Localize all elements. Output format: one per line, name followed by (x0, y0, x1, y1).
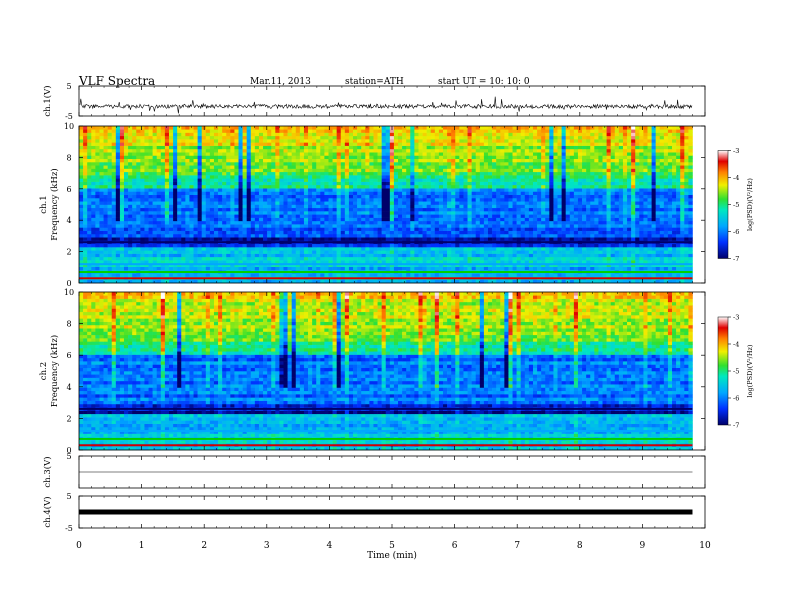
colorbar-tick-label: -5 (733, 368, 739, 376)
ch4-waveform-trace (79, 509, 693, 515)
spectral-line (79, 277, 693, 280)
x-tick-label: 0 (76, 541, 82, 551)
start-time-label: start UT = 10: 10: 0 (438, 77, 530, 87)
colorbar-tick-label: -5 (733, 201, 739, 209)
y-tick-label: 2 (66, 248, 71, 257)
y-tick-label: 8 (66, 320, 71, 329)
ch2-spectrogram-image (79, 292, 693, 451)
colorbar-label: log(PSD)(V²/Hz) (746, 344, 754, 397)
y-tick-label: 4 (66, 383, 71, 392)
y-axis-label: ch.1(V) (42, 85, 53, 116)
ch2-spectrogram-colorbar (717, 316, 729, 426)
y-tick-label: 5 (66, 452, 71, 461)
ch1-waveform-trace (79, 96, 693, 114)
x-tick-label: 3 (264, 541, 270, 551)
spectral-line (79, 430, 693, 433)
y-axis-label: ch.3(V) (42, 456, 53, 487)
spectral-line (79, 271, 693, 274)
colorbar-label: log(PSD)(V²/Hz) (746, 178, 754, 231)
spectral-line (79, 437, 693, 440)
colorbar-tick-label: -3 (733, 314, 739, 322)
spectral-line (79, 407, 693, 410)
colorbar-tick-label: -7 (733, 422, 739, 430)
spectral-line (79, 241, 693, 244)
y-tick-label: 6 (66, 185, 71, 194)
x-tick-label: 1 (139, 541, 145, 551)
date-label: Mar.11, 2013 (250, 77, 311, 87)
station-label: station=ATH (345, 77, 404, 87)
colorbar-tick-label: -3 (733, 147, 739, 155)
x-tick-label: 7 (514, 541, 520, 551)
y-tick-label: 10 (64, 288, 74, 297)
y-axis-label: Frequency (kHz) (49, 168, 60, 240)
y-tick-label: 5 (66, 82, 71, 91)
x-tick-label: 10 (699, 541, 711, 551)
y-axis-label: Frequency (kHz) (49, 335, 60, 407)
y-tick-label: 6 (66, 351, 71, 360)
y-tick-label: 8 (66, 153, 71, 162)
y-tick-label: 10 (64, 122, 74, 131)
y-axis-label: ch.2 (39, 362, 49, 380)
y-tick-label: -5 (65, 524, 73, 533)
x-tick-label: 6 (452, 541, 458, 551)
chart-title: VLF Spectra (79, 74, 156, 88)
x-tick-label: 8 (577, 541, 583, 551)
y-tick-label: 5 (66, 492, 71, 501)
ch1-waveform-frame (78, 85, 706, 117)
y-tick-label: 0 (66, 446, 71, 455)
y-axis-label: ch.4(V) (42, 496, 53, 527)
x-tick-label: 5 (389, 541, 395, 551)
x-tick-label: 9 (640, 541, 646, 551)
x-tick-label: 2 (201, 541, 207, 551)
y-tick-label: 2 (66, 414, 71, 423)
colorbar-tick-label: -4 (733, 341, 739, 349)
x-tick-label: 4 (327, 541, 333, 551)
colorbar-tick-label: -4 (733, 174, 739, 182)
ch1-spectrogram-image (79, 126, 693, 284)
colorbar-tick-label: -6 (733, 395, 739, 403)
y-tick-label: -5 (65, 112, 73, 121)
y-axis-label: ch.1 (39, 195, 49, 213)
y-tick-label: 0 (66, 279, 71, 288)
x-axis-label: Time (min) (367, 550, 417, 561)
spectral-line (79, 263, 693, 266)
ch1-spectrogram-colorbar (717, 150, 729, 259)
y-tick-label: 4 (66, 216, 71, 225)
colorbar-tick-label: -6 (733, 228, 739, 236)
spectral-line (79, 444, 693, 447)
colorbar-tick-label: -7 (733, 255, 739, 263)
